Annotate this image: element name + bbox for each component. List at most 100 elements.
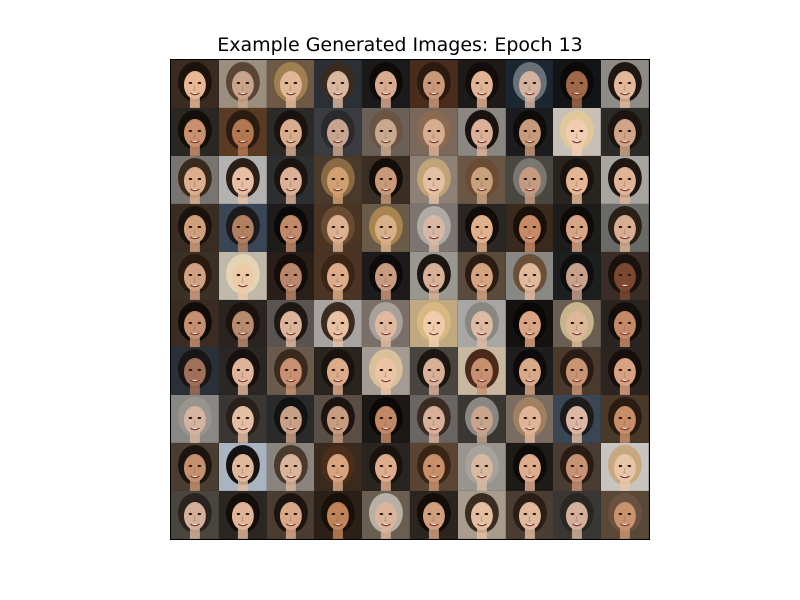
generated-image-r2-c9 [553, 107, 602, 156]
generated-image-r10-c2 [218, 491, 267, 539]
generated-image-r1-c5 [362, 60, 410, 108]
generated-image-r5-c4 [314, 251, 363, 300]
generated-image-r2-c7 [457, 107, 506, 156]
generated-image-r3-c2 [218, 155, 267, 204]
generated-image-r1-c8 [505, 60, 554, 108]
generated-image-r6-c4 [314, 299, 363, 348]
generated-image-r1-c4 [314, 60, 363, 108]
generated-image-r6-c5 [362, 299, 410, 348]
generated-image-r8-c3 [266, 395, 315, 444]
generated-image-r1-c3 [266, 60, 315, 108]
image-grid [170, 59, 650, 540]
generated-image-r1-c6 [409, 60, 458, 108]
generated-image-r10-c8 [505, 491, 554, 539]
generated-image-r10-c5 [362, 491, 410, 539]
generated-image-r7-c3 [266, 347, 315, 396]
generated-image-r5-c1 [171, 251, 219, 300]
generated-image-r10-c9 [553, 491, 602, 539]
generated-image-r7-c10 [601, 347, 649, 396]
generated-image-r7-c8 [505, 347, 554, 396]
generated-image-r9-c5 [362, 443, 410, 492]
generated-image-r8-c10 [601, 395, 649, 444]
generated-image-r6-c1 [171, 299, 219, 348]
generated-image-r2-c10 [601, 107, 649, 156]
generated-image-r2-c5 [362, 107, 410, 156]
generated-image-r5-c7 [457, 251, 506, 300]
generated-image-r2-c1 [171, 107, 219, 156]
generated-image-r2-c3 [266, 107, 315, 156]
generated-image-r1-c2 [218, 60, 267, 108]
figure-title: Example Generated Images: Epoch 13 [217, 34, 583, 56]
generated-image-r5-c3 [266, 251, 315, 300]
generated-image-r9-c7 [457, 443, 506, 492]
generated-image-r3-c3 [266, 155, 315, 204]
generated-image-r5-c9 [553, 251, 602, 300]
generated-image-r2-c6 [409, 107, 458, 156]
generated-image-r5-c10 [601, 251, 649, 300]
generated-image-r3-c6 [409, 155, 458, 204]
generated-image-r4-c9 [553, 203, 602, 252]
generated-image-r2-c4 [314, 107, 363, 156]
generated-image-r7-c5 [362, 347, 410, 396]
generated-image-r4-c7 [457, 203, 506, 252]
generated-image-r4-c5 [362, 203, 410, 252]
generated-image-r9-c6 [409, 443, 458, 492]
generated-image-r6-c6 [409, 299, 458, 348]
generated-image-r3-c9 [553, 155, 602, 204]
generated-image-r4-c10 [601, 203, 649, 252]
generated-image-r4-c1 [171, 203, 219, 252]
generated-image-r9-c10 [601, 443, 649, 492]
generated-image-r6-c9 [553, 299, 602, 348]
generated-image-r9-c2 [218, 443, 267, 492]
generated-image-r3-c4 [314, 155, 363, 204]
generated-image-r4-c6 [409, 203, 458, 252]
generated-image-r4-c4 [314, 203, 363, 252]
generated-image-r5-c5 [362, 251, 410, 300]
generated-image-r8-c6 [409, 395, 458, 444]
generated-image-r8-c9 [553, 395, 602, 444]
generated-image-r8-c2 [218, 395, 267, 444]
generated-image-r8-c5 [362, 395, 410, 444]
generated-image-r9-c3 [266, 443, 315, 492]
generated-image-r10-c3 [266, 491, 315, 539]
generated-image-r8-c4 [314, 395, 363, 444]
generated-image-r9-c8 [505, 443, 554, 492]
generated-image-r9-c1 [171, 443, 219, 492]
generated-image-r7-c1 [171, 347, 219, 396]
generated-image-r1-c9 [553, 60, 602, 108]
generated-image-r1-c1 [171, 60, 219, 108]
generated-image-r3-c7 [457, 155, 506, 204]
generated-image-r3-c10 [601, 155, 649, 204]
generated-image-r1-c7 [457, 60, 506, 108]
generated-image-r9-c9 [553, 443, 602, 492]
generated-image-r5-c6 [409, 251, 458, 300]
generated-image-r8-c7 [457, 395, 506, 444]
generated-image-r7-c9 [553, 347, 602, 396]
generated-image-r4-c2 [218, 203, 267, 252]
generated-image-r6-c2 [218, 299, 267, 348]
generated-image-r3-c1 [171, 155, 219, 204]
generated-image-r7-c6 [409, 347, 458, 396]
generated-image-r10-c1 [171, 491, 219, 539]
generated-image-r4-c3 [266, 203, 315, 252]
generated-image-r8-c8 [505, 395, 554, 444]
generated-image-r2-c8 [505, 107, 554, 156]
generated-image-r6-c3 [266, 299, 315, 348]
generated-image-r6-c7 [457, 299, 506, 348]
generated-image-r10-c10 [601, 491, 649, 539]
generated-image-r2-c2 [218, 107, 267, 156]
generated-image-r5-c2 [218, 251, 267, 300]
generated-image-r9-c4 [314, 443, 363, 492]
generated-image-r1-c10 [601, 60, 649, 108]
generated-image-r4-c8 [505, 203, 554, 252]
generated-image-r6-c8 [505, 299, 554, 348]
generated-image-r7-c7 [457, 347, 506, 396]
generated-image-r5-c8 [505, 251, 554, 300]
generated-image-r6-c10 [601, 299, 649, 348]
generated-image-r10-c6 [409, 491, 458, 539]
generated-image-r7-c4 [314, 347, 363, 396]
generated-image-r10-c7 [457, 491, 506, 539]
generated-image-r3-c5 [362, 155, 410, 204]
generated-image-r10-c4 [314, 491, 363, 539]
